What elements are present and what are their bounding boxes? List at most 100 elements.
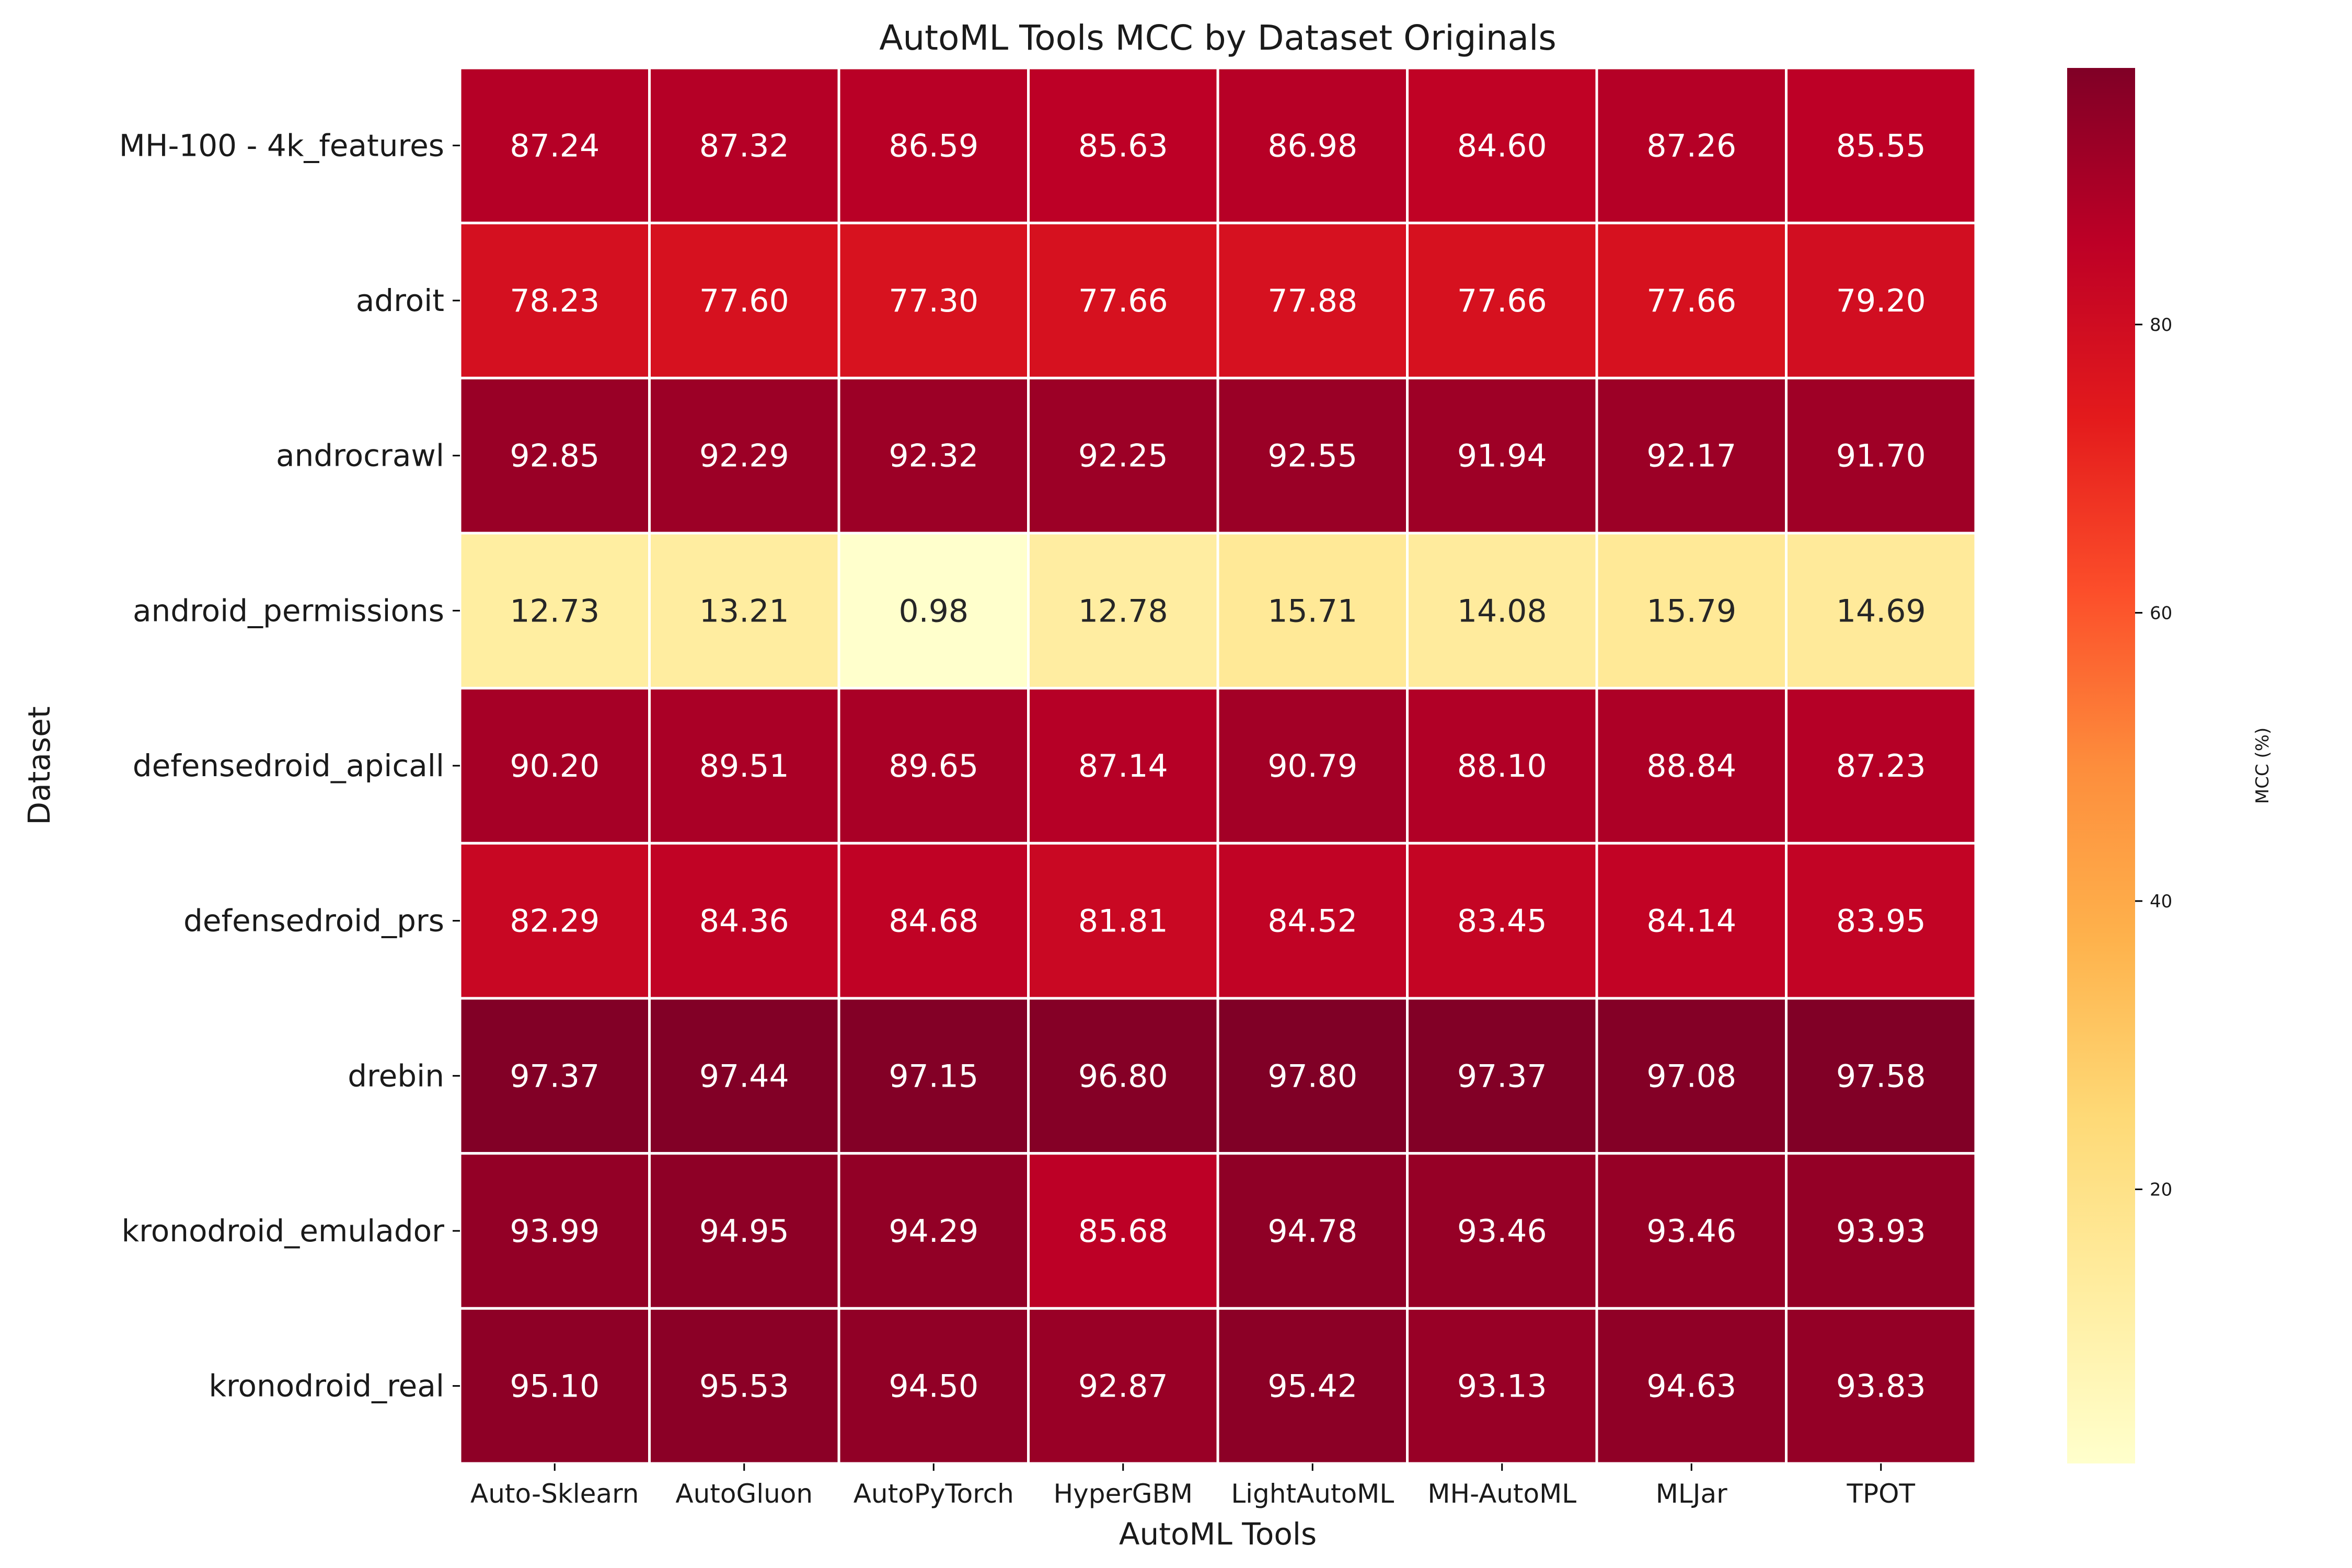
cell-value-label: 93.83 bbox=[1836, 1368, 1926, 1405]
heatmap-cell bbox=[648, 841, 840, 1000]
cell-value-label: 12.78 bbox=[1078, 593, 1168, 629]
cell-value-label: 89.65 bbox=[889, 748, 978, 785]
heatmap-cell bbox=[1406, 222, 1598, 379]
cell-value-label: 95.42 bbox=[1267, 1368, 1357, 1405]
cell-value-label: 90.20 bbox=[510, 748, 599, 785]
cell-value-label: 14.69 bbox=[1836, 593, 1926, 629]
heatmap-cell bbox=[837, 376, 1030, 535]
heatmap-cell bbox=[1406, 66, 1598, 225]
cell-value-label: 77.30 bbox=[889, 283, 978, 319]
column-label: MLJar bbox=[1656, 1479, 1727, 1509]
heatmap-cell bbox=[1406, 997, 1598, 1155]
cell-value-label: 83.95 bbox=[1836, 903, 1926, 940]
cell-value-label: 91.94 bbox=[1457, 438, 1547, 475]
heatmap-cell bbox=[1785, 687, 1977, 845]
heatmap-cell bbox=[1595, 532, 1788, 690]
cell-value-label: 97.58 bbox=[1836, 1058, 1926, 1094]
row-label: defensedroid_prs bbox=[183, 903, 444, 939]
cell-value-label: 15.71 bbox=[1267, 593, 1357, 629]
cell-value-label: 87.26 bbox=[1646, 128, 1736, 164]
heatmap-cell bbox=[1785, 997, 1977, 1155]
heatmap-cell bbox=[837, 1307, 1030, 1465]
cell-value-label: 84.36 bbox=[699, 903, 789, 940]
cell-value-label: 77.66 bbox=[1646, 283, 1736, 319]
cell-value-label: 87.32 bbox=[699, 128, 789, 164]
heatmap-cell bbox=[648, 222, 840, 379]
cell-value-label: 92.85 bbox=[510, 438, 599, 475]
heatmap-cell bbox=[1595, 841, 1788, 1000]
heatmap-cell bbox=[1216, 997, 1409, 1155]
cell-value-label: 86.98 bbox=[1267, 128, 1357, 164]
heatmap-cell bbox=[458, 66, 651, 225]
row-label: kronodroid_emulador bbox=[122, 1213, 445, 1249]
heatmap-cell bbox=[1406, 376, 1598, 535]
heatmap-cell bbox=[1027, 532, 1219, 690]
colorbar-tick-label: 60 bbox=[2150, 603, 2172, 624]
heatmap-cell bbox=[1027, 376, 1219, 535]
row-label: defensedroid_apicall bbox=[133, 748, 444, 783]
heatmap-cell bbox=[1785, 66, 1977, 225]
cell-value-label: 81.81 bbox=[1078, 903, 1168, 940]
cell-value-label: 89.51 bbox=[699, 748, 789, 785]
cell-value-label: 77.66 bbox=[1457, 283, 1547, 319]
y-axis-label: Dataset bbox=[21, 706, 57, 825]
heatmap-cell bbox=[837, 997, 1030, 1155]
heatmap-cell bbox=[1406, 841, 1598, 1000]
heatmap-cell bbox=[1406, 687, 1598, 845]
heatmap-cell bbox=[1406, 1307, 1598, 1465]
heatmap-cells: 87.24 87.32 86.59 85.63 86.98 84.60 87.26 85.55… bbox=[458, 66, 1977, 1465]
row-label: android_permissions bbox=[133, 593, 444, 628]
colorbar-label: MCC (%) bbox=[2252, 728, 2273, 804]
cell-value-label: 94.78 bbox=[1267, 1213, 1357, 1250]
heatmap-cell bbox=[1785, 1307, 1977, 1465]
chart-title: AutoML Tools MCC by Dataset Originals bbox=[879, 18, 1557, 58]
cell-value-label: 95.53 bbox=[699, 1368, 789, 1405]
heatmap-cell bbox=[837, 532, 1030, 690]
cell-value-label: 87.14 bbox=[1078, 748, 1168, 785]
heatmap-cell bbox=[458, 997, 651, 1155]
cell-value-label: 77.66 bbox=[1078, 283, 1168, 319]
cell-value-label: 85.55 bbox=[1836, 128, 1926, 164]
cell-value-label: 15.79 bbox=[1646, 593, 1736, 629]
row-label: adroit bbox=[356, 283, 444, 318]
heatmap-cell bbox=[837, 841, 1030, 1000]
column-label: HyperGBM bbox=[1054, 1479, 1193, 1509]
heatmap-cell bbox=[1785, 376, 1977, 535]
cell-value-label: 93.99 bbox=[510, 1213, 599, 1250]
column-labels: Auto-Sklearn AutoGluon AutoPyTorch HyperGBM… bbox=[470, 1463, 1916, 1509]
cell-value-label: 93.13 bbox=[1457, 1368, 1547, 1405]
cell-value-label: 12.73 bbox=[510, 593, 599, 629]
cell-value-label: 85.63 bbox=[1078, 128, 1168, 164]
cell-value-label: 97.08 bbox=[1646, 1058, 1736, 1094]
cell-value-label: 0.98 bbox=[898, 593, 969, 629]
cell-value-label: 97.44 bbox=[699, 1058, 789, 1094]
colorbar-tick-label: 20 bbox=[2150, 1179, 2172, 1200]
heatmap-cell bbox=[1216, 376, 1409, 535]
column-label: Auto-Sklearn bbox=[470, 1479, 639, 1509]
heatmap-cell bbox=[1216, 841, 1409, 1000]
cell-value-label: 88.10 bbox=[1457, 748, 1547, 785]
heatmap-cell bbox=[1216, 532, 1409, 690]
cell-value-label: 87.23 bbox=[1836, 748, 1926, 785]
cell-value-label: 97.15 bbox=[889, 1058, 978, 1094]
cell-value-label: 77.88 bbox=[1267, 283, 1357, 319]
column-label: AutoPyTorch bbox=[854, 1479, 1014, 1509]
column-label: AutoGluon bbox=[675, 1479, 813, 1509]
heatmap-cell bbox=[1785, 222, 1977, 379]
heatmap-cell bbox=[837, 66, 1030, 225]
heatmap-cell bbox=[648, 997, 840, 1155]
heatmap-cell bbox=[1216, 1152, 1409, 1310]
heatmap-cell bbox=[458, 532, 651, 690]
cell-value-label: 93.46 bbox=[1457, 1213, 1547, 1250]
cell-value-label: 92.29 bbox=[699, 438, 789, 475]
cell-value-label: 84.60 bbox=[1457, 128, 1547, 164]
cell-value-label: 14.08 bbox=[1457, 593, 1547, 629]
cell-value-label: 94.63 bbox=[1646, 1368, 1736, 1405]
cell-value-label: 87.24 bbox=[510, 128, 599, 164]
cell-value-label: 88.84 bbox=[1646, 748, 1736, 785]
heatmap-cell bbox=[1216, 1307, 1409, 1465]
row-label: androcrawl bbox=[276, 438, 444, 474]
